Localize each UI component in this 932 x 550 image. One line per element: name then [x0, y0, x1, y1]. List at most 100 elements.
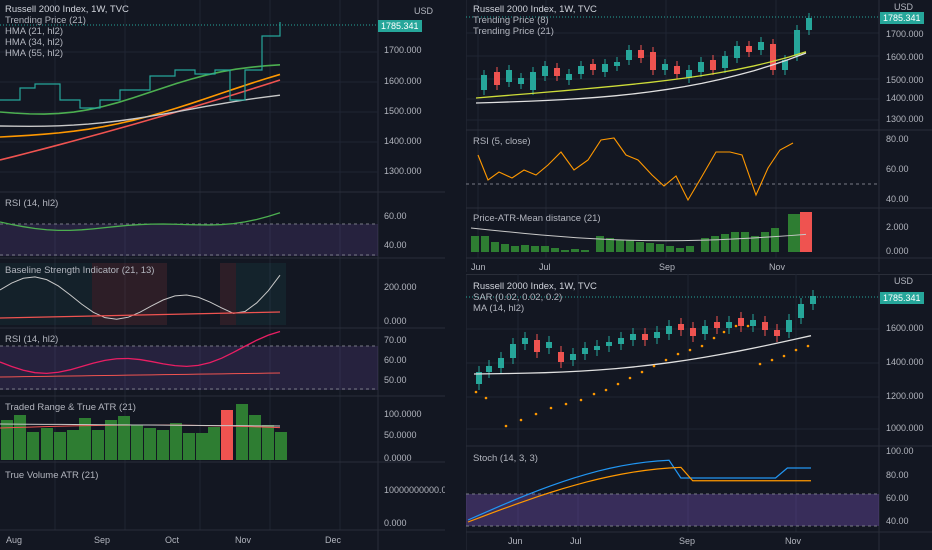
- patr-bar: [771, 228, 779, 252]
- legend-trending-price-8[interactable]: Trending Price (8): [473, 15, 549, 26]
- right-top-chart-canvas[interactable]: [466, 0, 932, 272]
- rb-price-tick: 1600.000: [886, 323, 924, 333]
- baseline-green-zone: [0, 263, 92, 325]
- left-traded-title[interactable]: Traded Range & True ATR (21): [5, 402, 136, 413]
- traded-range-bar: [170, 423, 182, 460]
- patr-bar: [481, 236, 489, 252]
- candle-body: [638, 50, 644, 58]
- patr-bar: [751, 236, 759, 252]
- traded-range-bar: [79, 418, 91, 460]
- patr-bar: [636, 242, 644, 252]
- traded-range-bar: [275, 432, 287, 460]
- sar-dot: [782, 354, 786, 358]
- rt-date-label: Jun: [471, 262, 486, 272]
- traded-range-bar: [92, 430, 104, 460]
- legend-ma-14[interactable]: MA (14, hl2): [473, 303, 525, 314]
- candle-body: [494, 72, 500, 85]
- patr-bar: [606, 238, 614, 252]
- candle-body: [542, 66, 548, 76]
- sar-dot: [806, 344, 810, 348]
- patr-bar: [501, 244, 509, 252]
- left-date-label: Sep: [94, 535, 111, 545]
- legend-trending-price-21[interactable]: Trending Price (21): [473, 26, 554, 37]
- rt-patr-title[interactable]: Price-ATR-Mean distance (21): [473, 213, 601, 224]
- left-tvol-title[interactable]: True Volume ATR (21): [5, 470, 99, 481]
- legend-hma-55[interactable]: HMA (55, hl2): [5, 48, 64, 59]
- sar-dot: [549, 406, 553, 410]
- legend-trending-price[interactable]: Trending Price (21): [5, 15, 86, 26]
- left-rsi1-title[interactable]: RSI (14, hl2): [5, 198, 59, 209]
- candle-body: [518, 78, 524, 84]
- candle-body: [476, 372, 482, 384]
- candle-body: [481, 75, 487, 90]
- patr-bar: [676, 248, 684, 252]
- sar-dot: [592, 392, 596, 396]
- candle-body: [702, 326, 708, 334]
- patr-bar: [511, 246, 519, 252]
- left-baseline-title[interactable]: Baseline Strength Indicator (21, 13): [5, 265, 155, 276]
- rt-rsi-tick: 80.00: [886, 134, 909, 144]
- sar-dot: [534, 412, 538, 416]
- candle-body: [602, 64, 608, 72]
- trending-price-step: [0, 22, 281, 109]
- patr-mean-line: [470, 227, 807, 242]
- left-currency-label: USD: [414, 6, 434, 16]
- rb-stoch-title[interactable]: Stoch (14, 3, 3): [473, 453, 538, 464]
- left-traded-tick: 50.0000: [384, 430, 417, 440]
- candle-body: [714, 322, 720, 328]
- rt-patr-tick: 2.000: [886, 222, 909, 232]
- left-price-tick: 1400.000: [384, 136, 422, 146]
- sar-dot: [734, 324, 738, 328]
- rt-last-price-tag: 1785.341: [880, 12, 924, 24]
- rt-price-tick: 1500.000: [886, 75, 924, 85]
- hma-green-line: [0, 63, 281, 115]
- legend-hma-34[interactable]: HMA (34, hl2): [5, 37, 64, 48]
- traded-range-bar: [249, 415, 261, 460]
- patr-bar: [731, 232, 739, 252]
- right-top-chart-layout: Russell 2000 Index, 1W, TVC Trending Pri…: [466, 0, 932, 272]
- patr-bar: [686, 246, 694, 252]
- rb-last-price-tag: 1785.341: [880, 292, 924, 304]
- legend-hma-21[interactable]: HMA (21, hl2): [5, 26, 64, 37]
- patr-bar: [541, 246, 549, 252]
- left-date-label: Dec: [325, 535, 342, 545]
- legend-sar[interactable]: SAR (0.02, 0.02, 0.2): [473, 292, 563, 303]
- stoch-zone: [466, 494, 879, 526]
- sar-dot: [504, 424, 508, 428]
- baseline-signal-line: [0, 311, 281, 319]
- candle-body: [650, 52, 656, 70]
- rb-stoch-tick: 100.00: [886, 446, 914, 456]
- rt-rsi-title[interactable]: RSI (5, close): [473, 136, 531, 147]
- traded-range-bar: [196, 433, 208, 460]
- left-traded-tick: 0.0000: [384, 453, 412, 463]
- right-bottom-chart-canvas[interactable]: [466, 274, 932, 550]
- sar-dot: [652, 364, 656, 368]
- patr-bar: [656, 244, 664, 252]
- left-traded-tick: 100.0000: [384, 409, 422, 419]
- sar-dot: [712, 336, 716, 340]
- candle-body: [642, 334, 648, 340]
- patr-bar: [741, 232, 749, 252]
- left-rsi2-tick: 60.00: [384, 355, 407, 365]
- traded-range-bar: [27, 432, 39, 460]
- left-date-label: Nov: [235, 535, 252, 545]
- rt-rsi-tick: 60.00: [886, 164, 909, 174]
- patr-bar: [571, 249, 579, 252]
- sar-dot: [474, 390, 478, 394]
- patr-bar: [596, 236, 604, 252]
- candle-body: [546, 342, 552, 348]
- candle-body: [698, 62, 704, 72]
- traded-range-bar: [105, 420, 117, 460]
- traded-range-bar: [131, 425, 143, 460]
- left-rsi1-tick: 40.00: [384, 240, 407, 250]
- traded-range-bar: [118, 416, 130, 460]
- sar-dot: [746, 324, 750, 328]
- left-rsi2-title[interactable]: RSI (14, hl2): [5, 334, 59, 345]
- candle-body: [594, 346, 600, 350]
- rt-currency-label: USD: [894, 2, 914, 12]
- left-date-label: Oct: [165, 535, 180, 545]
- left-baseline-tick: 200.000: [384, 282, 417, 292]
- candle-body: [786, 320, 792, 332]
- left-chart-canvas[interactable]: [0, 0, 445, 550]
- patr-bar: [788, 214, 800, 252]
